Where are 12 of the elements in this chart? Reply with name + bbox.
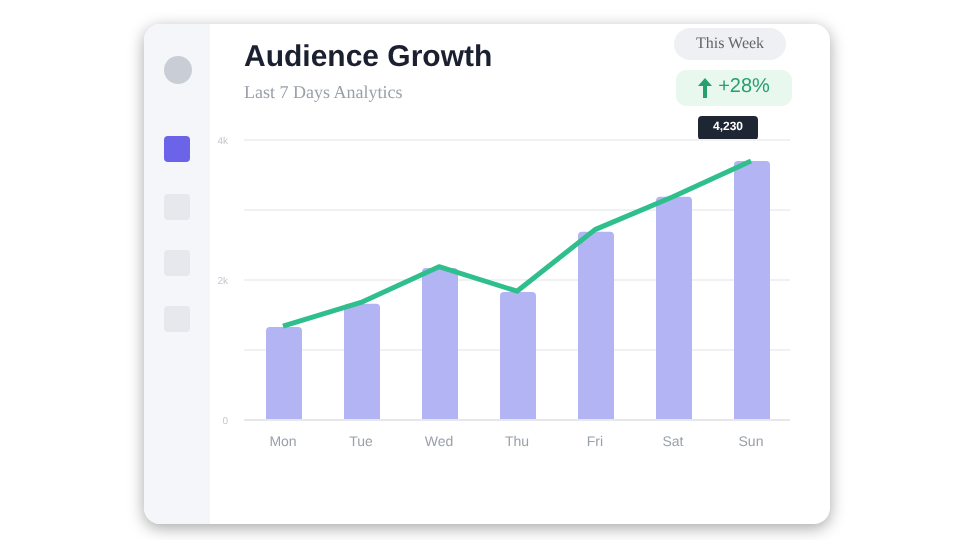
- chart-title: Audience Growth: [244, 40, 493, 74]
- text: +28%: [718, 74, 770, 102]
- bar: [422, 268, 458, 420]
- bar: [344, 303, 380, 420]
- bar: [734, 161, 770, 420]
- bar: [500, 291, 536, 420]
- bar: [578, 231, 614, 420]
- bar: [266, 326, 302, 420]
- bar: [656, 196, 692, 420]
- line-series: [280, 158, 754, 329]
- text: This Week: [674, 28, 786, 60]
- chart-subtitle: Last 7 Days Analytics: [244, 82, 403, 102]
